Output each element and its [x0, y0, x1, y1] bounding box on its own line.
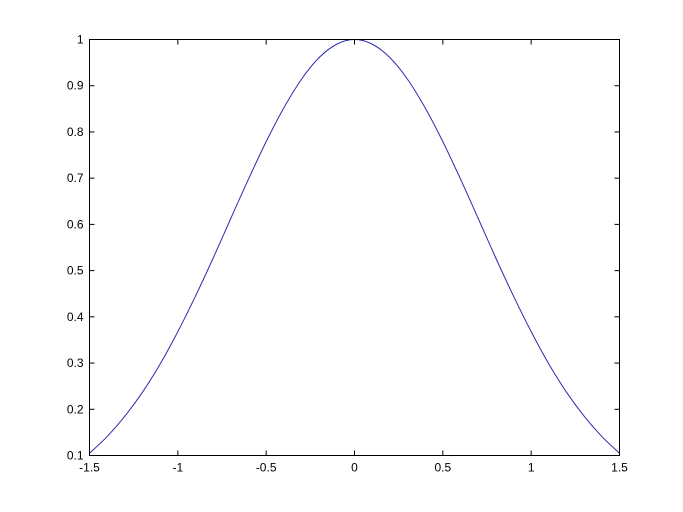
x-tick-label: -0.5	[256, 461, 277, 475]
y-tick-label: 0.8	[67, 125, 84, 139]
y-tick-label: 1	[77, 33, 84, 47]
y-tick-label: 0.2	[67, 402, 84, 416]
x-tick-label: -1.5	[79, 461, 100, 475]
axes-box	[89, 39, 620, 456]
y-tick-label: 0.3	[67, 356, 84, 370]
series-line	[89, 38, 620, 454]
y-tick-label: 0.5	[67, 264, 84, 278]
tick-labels: -1.5 -1 -0.5 0 0.5 1 1.5 0.1 0.2 0.3 0.4 0.5 0.6 0.7 0…	[67, 33, 628, 475]
ticks	[89, 39, 620, 456]
y-tick-label: 0.1	[67, 449, 84, 463]
x-tick-label: -1	[172, 461, 183, 475]
y-tick-label: 0.6	[67, 217, 84, 231]
x-tick-label: 1	[528, 461, 535, 475]
y-tick-label: 0.4	[67, 310, 84, 324]
y-tick-label: 0.7	[67, 171, 84, 185]
x-tick-label: 0	[351, 461, 358, 475]
x-tick-label: 0.5	[434, 461, 451, 475]
series-lines	[89, 38, 620, 454]
y-tick-label: 0.9	[67, 79, 84, 93]
x-tick-label: 1.5	[611, 461, 628, 475]
